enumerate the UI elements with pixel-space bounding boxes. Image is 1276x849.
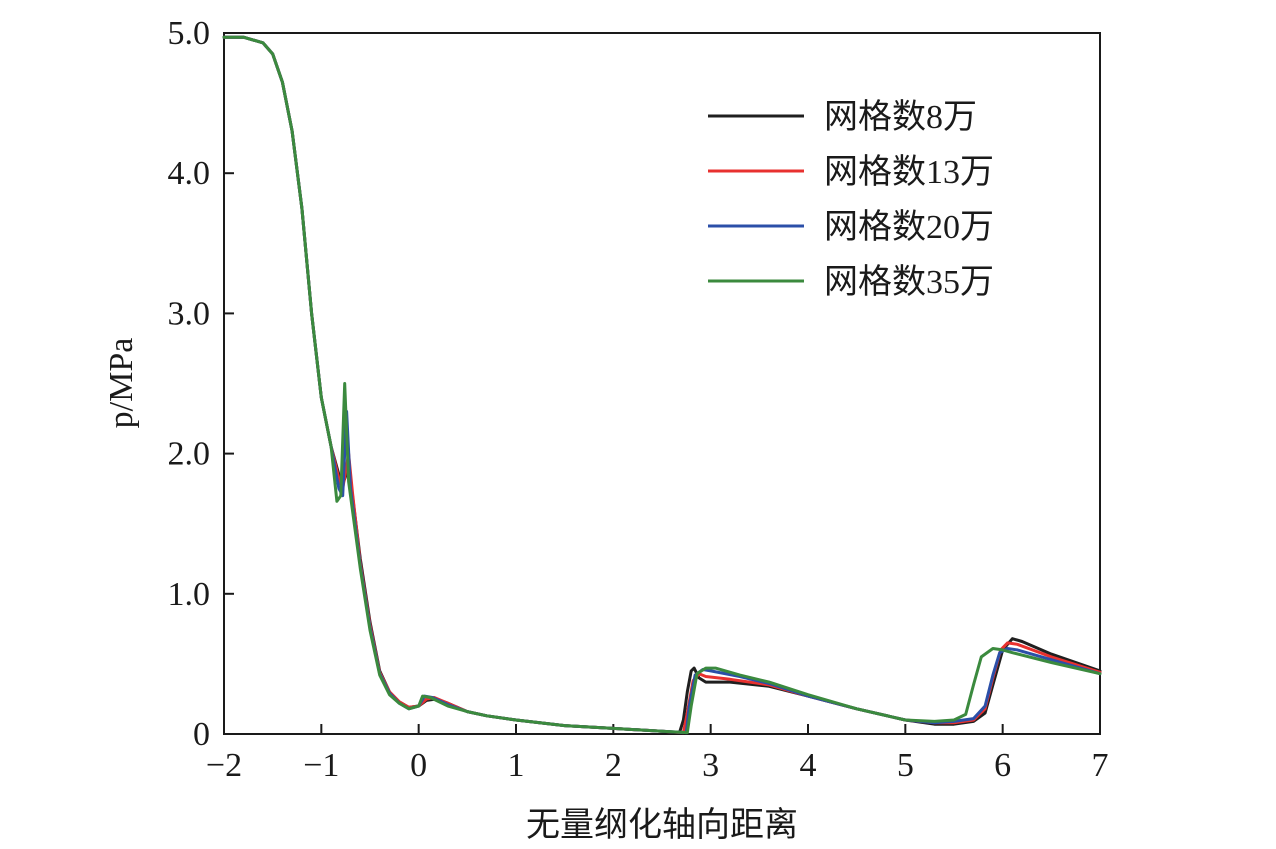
x-axis: −2 −1 0 1 2 3 4 5 6 7 [206,724,1109,784]
y-tick-label: 5.0 [168,15,211,52]
series-line-2 [222,35,1102,735]
x-tick-label: −2 [206,747,242,784]
series-line-3 [222,35,1102,735]
legend-label: 网格数13万 [824,153,994,191]
legend-label: 网格数35万 [824,263,994,301]
y-axis-title: p/MPa [103,338,140,429]
series-line-1 [222,35,1102,735]
x-tick-label: 2 [605,747,622,784]
x-tick-label: 5 [897,747,914,784]
x-tick-label: −1 [303,747,339,784]
y-tick-label: 3.0 [168,295,211,332]
x-axis-title: 无量纲化轴向距离 [526,806,798,844]
x-tick-label: 0 [410,747,427,784]
y-tick-label: 0 [193,716,210,753]
y-tick-label: 4.0 [168,155,211,192]
legend-label: 网格数20万 [824,208,994,246]
plot-frame [223,32,1101,735]
series-lines [222,35,1102,735]
x-tick-label: 1 [508,747,525,784]
series-line-4 [222,35,1102,735]
x-tick-label: 6 [994,747,1011,784]
y-tick-label: 2.0 [168,436,211,473]
y-axis: 0 1.0 2.0 3.0 4.0 5.0 [168,15,234,753]
x-tick-label: 7 [1092,747,1109,784]
x-tick-label: 4 [800,747,817,784]
x-tick-label: 3 [702,747,719,784]
legend-label: 网格数8万 [824,98,977,136]
y-tick-label: 1.0 [168,576,211,613]
